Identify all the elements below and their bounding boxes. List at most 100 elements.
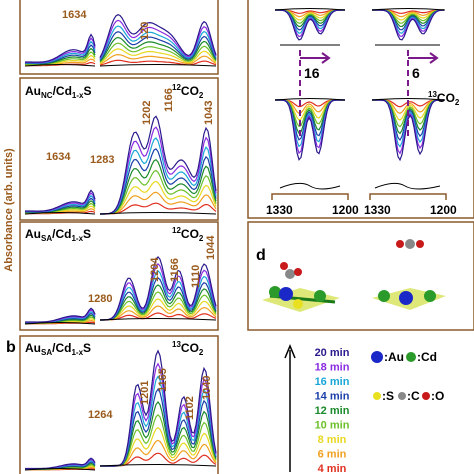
baseline <box>24 64 96 67</box>
frame <box>247 221 474 331</box>
spectrum <box>100 305 217 321</box>
peak-label: 1040 <box>201 376 213 400</box>
atom-label: :C <box>407 389 420 403</box>
peak-label: 1166 <box>169 258 181 282</box>
spectrum <box>99 59 217 66</box>
axis-label: 1200 <box>332 203 359 217</box>
spectrum <box>25 457 96 470</box>
baseline <box>274 98 346 101</box>
peak-label: 1110 <box>190 265 202 288</box>
frame <box>19 221 219 331</box>
axis-label: 1330 <box>364 203 391 217</box>
baseline <box>99 318 217 321</box>
legend-time: 16 min <box>315 376 350 388</box>
peak-label: 120 <box>139 22 151 40</box>
atom-icon <box>371 351 383 363</box>
frame <box>19 0 219 75</box>
spectrum <box>100 284 217 321</box>
peak-label: 1280 <box>88 293 112 305</box>
legend-time: 14 min <box>315 391 350 403</box>
spectrum <box>100 191 217 215</box>
baseline <box>24 468 96 471</box>
peak-label: 1634 <box>46 151 71 163</box>
panel-title: AuNC/Cd1-xS <box>25 84 91 100</box>
axis-label: 1330 <box>266 203 293 217</box>
spectrum <box>99 42 217 63</box>
spectrum <box>99 36 217 62</box>
axis-bracket <box>271 193 447 200</box>
baseline <box>24 322 96 325</box>
legend-time: 8 min <box>318 434 347 446</box>
spectrum <box>99 48 217 64</box>
spectrum <box>25 33 96 63</box>
spectrum <box>100 169 217 215</box>
atom-label: :S <box>382 389 394 403</box>
peak-label: 1043 <box>203 101 215 125</box>
shift-arrow <box>408 52 439 64</box>
time-arrow <box>284 344 296 472</box>
spectra <box>24 8 446 471</box>
peak-label: 1102 <box>184 396 196 420</box>
legend-time: 6 min <box>318 449 347 461</box>
atom-label: :Cd <box>417 350 437 364</box>
spectrum <box>100 277 217 321</box>
spectrum <box>99 19 217 59</box>
peak-label: 1204 <box>149 257 161 282</box>
panel-letter: b <box>6 339 16 356</box>
atom-icon <box>422 392 430 400</box>
spectrum <box>99 25 217 60</box>
peak-label: 1166 <box>163 88 175 112</box>
shift-arrow <box>300 52 331 64</box>
peak-label: 1201 <box>139 381 151 405</box>
gas-label: 12CO2 <box>172 226 204 243</box>
spectrum <box>100 115 217 215</box>
panel-title: AuSA/Cd1-xS <box>25 341 91 357</box>
spectrum <box>100 298 217 321</box>
baseline <box>99 212 217 215</box>
y-axis-label: Absorbance (arb. units) <box>3 148 15 272</box>
spectrum <box>100 255 217 321</box>
spectrum <box>100 312 217 321</box>
frame <box>19 335 219 474</box>
structure <box>262 239 446 312</box>
baseline <box>99 64 217 67</box>
spectrum <box>372 9 445 41</box>
baseline <box>371 98 446 101</box>
spectrum <box>99 14 217 58</box>
baseline <box>99 464 217 467</box>
baseline <box>274 8 346 11</box>
spectrum <box>100 180 217 215</box>
peak-label: 1202 <box>141 101 153 125</box>
spectrum <box>275 9 345 41</box>
panel-title: AuSA/Cd1-xS <box>25 227 91 243</box>
spectrum <box>99 31 217 61</box>
legend-time: 10 min <box>315 420 350 432</box>
peak-label: 1165 <box>157 368 169 392</box>
spectrum <box>25 189 96 212</box>
peak-label: 1634 <box>62 9 87 21</box>
gas-label: 13CO2 <box>428 90 460 107</box>
axis-label: 1200 <box>430 203 457 217</box>
atom-label: :O <box>431 389 444 403</box>
spectrum <box>99 53 217 65</box>
spectrum <box>275 99 345 161</box>
gas-label: 12CO2 <box>172 83 204 100</box>
panel-letter: d <box>256 247 266 264</box>
atom-icon <box>373 392 381 400</box>
spectrum <box>100 202 217 215</box>
legend-time: 4 min <box>318 463 347 474</box>
spectrum <box>100 270 217 321</box>
atom-icon <box>406 352 416 362</box>
spectrum <box>100 291 217 321</box>
spectrum <box>100 158 217 215</box>
baseline <box>24 212 96 215</box>
gas-label: 13CO2 <box>172 340 204 357</box>
legend-time: 12 min <box>315 405 350 417</box>
peak-label: 1044 <box>205 235 217 260</box>
frame <box>19 77 219 221</box>
atom-label: :Au <box>384 350 404 364</box>
baseline <box>279 44 441 190</box>
baseline <box>371 8 446 11</box>
spectrum <box>372 99 444 162</box>
